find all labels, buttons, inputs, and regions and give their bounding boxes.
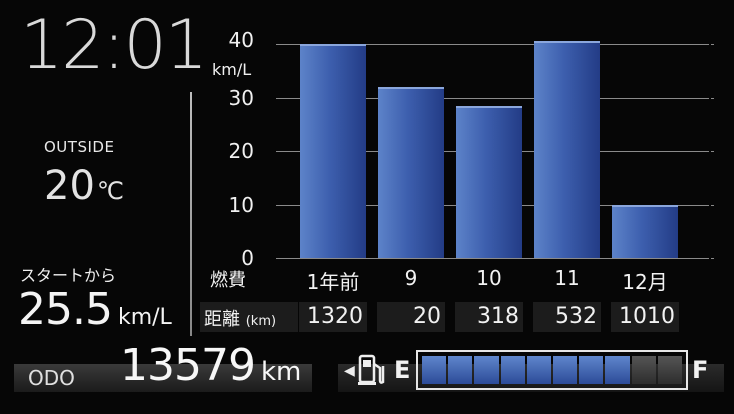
fuel-segment — [605, 356, 630, 384]
distance-value: 318 — [455, 302, 523, 332]
grid-line — [276, 97, 706, 99]
fuel-segment — [526, 356, 552, 384]
fuel-full-label: F — [692, 356, 709, 384]
economy-bar — [612, 204, 678, 258]
chart-y-unit: km/L — [212, 60, 252, 79]
odo-unit: km — [260, 357, 302, 387]
since-start-value: 25.5 — [18, 284, 113, 335]
fuel-segment — [448, 356, 473, 384]
distance-label-box — [200, 302, 298, 332]
y-tick-label: 20 — [228, 139, 254, 163]
outside-temp-unit: ℃ — [96, 177, 124, 205]
y-tick-label: 30 — [228, 85, 254, 110]
odo-label: ODO — [28, 366, 75, 390]
grid-line — [276, 258, 706, 259]
economy-bar — [300, 44, 366, 258]
odo-value: 13579 — [120, 340, 256, 391]
grid-line-tail — [706, 44, 714, 45]
grid-line-tail — [706, 151, 714, 152]
grid-line-tail — [706, 258, 714, 259]
fuel-economy-chart: km/L 0 10 20 30 40 — [196, 26, 720, 270]
fuel-empty-label: E — [394, 356, 411, 384]
vertical-divider — [190, 92, 192, 336]
since-start-unit: km/L — [117, 305, 172, 330]
distance-label: 距離 — [204, 309, 240, 330]
fuel-door-arrow-icon: ◀ — [344, 363, 355, 379]
odometer: 13579 km — [120, 344, 301, 388]
fuel-segment — [631, 356, 656, 384]
economy-bar — [378, 86, 444, 258]
fuel-segment — [553, 356, 578, 384]
since-start-label: スタートから — [20, 266, 117, 285]
distance-value: 1320 — [299, 302, 367, 332]
fuel-segment — [500, 356, 525, 384]
fuel-segment — [579, 356, 604, 384]
month-label: 11 — [554, 266, 580, 290]
grid-line — [276, 44, 706, 45]
month-label: 9 — [404, 266, 418, 290]
distance-value: 532 — [533, 302, 601, 332]
outside-temperature: 20℃ — [44, 166, 124, 206]
grid-line-tail — [706, 204, 714, 206]
distance-row-label: 距離 (km) — [204, 305, 276, 331]
odo-bar — [14, 364, 312, 392]
since-start-economy: 25.5 km/L — [18, 288, 172, 332]
grid-line-tail — [706, 97, 714, 99]
outside-temp-value: 20 — [44, 163, 95, 209]
y-tick-label: 40 — [228, 28, 254, 52]
month-label: 1年前 — [306, 270, 360, 294]
distance-value: 20 — [377, 302, 445, 332]
fuel-pump-icon — [358, 354, 385, 385]
economy-bar — [456, 105, 522, 258]
month-label: 12月 — [622, 270, 668, 294]
fuel-segment — [657, 356, 683, 384]
economy-bar — [534, 41, 600, 258]
fuel-gauge — [416, 350, 688, 390]
month-label: 10 — [476, 266, 502, 290]
economy-row-label: 燃費 — [210, 270, 246, 291]
distance-value: 1010 — [611, 302, 679, 332]
fuel-segment — [422, 356, 447, 384]
outside-label: OUTSIDE — [44, 138, 115, 156]
clock: 12:01 — [20, 6, 208, 85]
y-tick-label: 0 — [241, 246, 254, 270]
y-tick-label: 10 — [228, 192, 254, 217]
fuel-segment — [474, 356, 499, 384]
distance-unit: (km) — [245, 314, 277, 329]
